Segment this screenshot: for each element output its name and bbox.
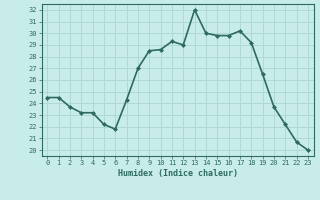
X-axis label: Humidex (Indice chaleur): Humidex (Indice chaleur) — [118, 169, 237, 178]
